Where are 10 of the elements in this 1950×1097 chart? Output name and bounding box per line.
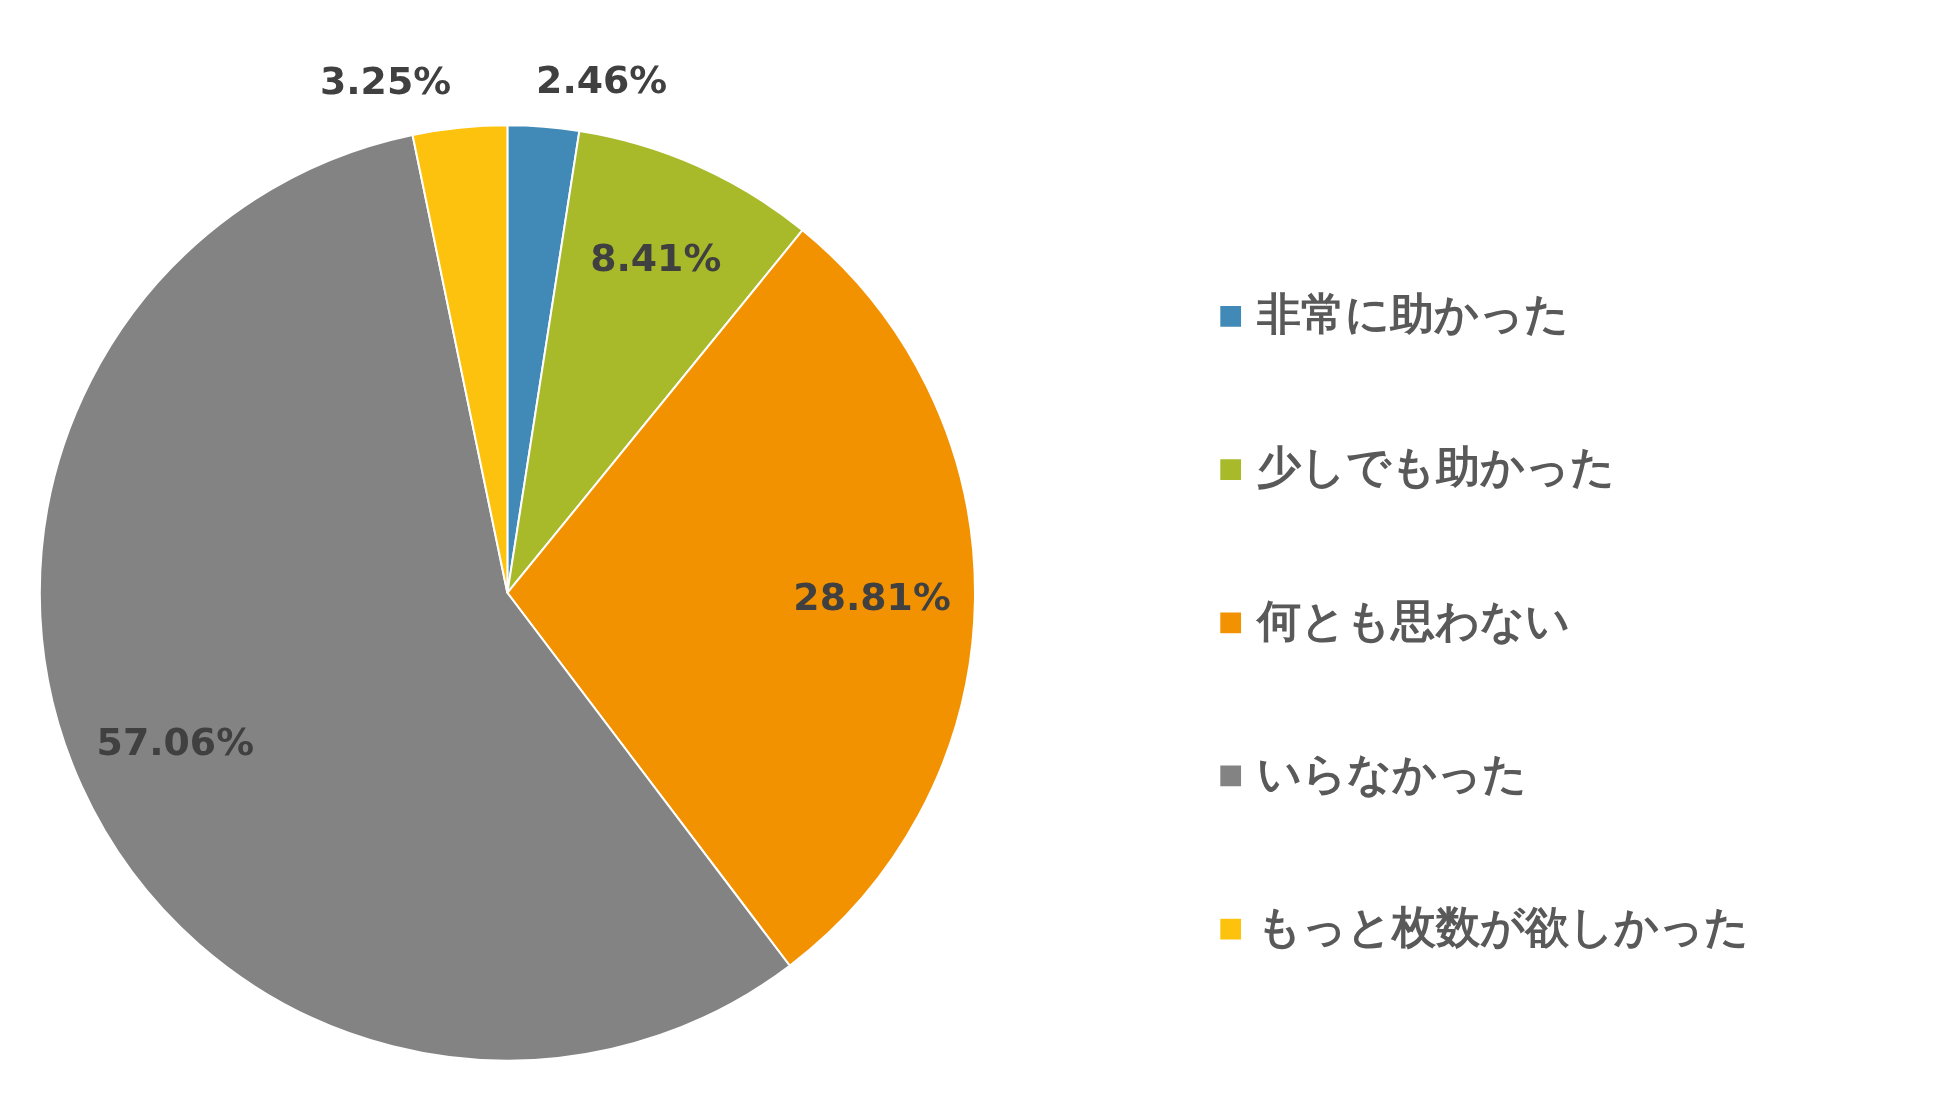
data-label: 28.81% <box>793 575 951 620</box>
data-label: 3.25% <box>319 59 452 104</box>
data-label: 57.06% <box>96 719 255 764</box>
data-label: 2.46% <box>536 58 668 103</box>
legend-label: 少しでも助かった <box>1256 441 1615 493</box>
legend-label: 何とも思わない <box>1254 594 1570 646</box>
legend-label: いらなかった <box>1256 747 1527 799</box>
legend-label: もっと枚数が欲しかった <box>1256 901 1749 953</box>
data-label: 8.41% <box>590 235 722 280</box>
legend-label: 非常に助かった <box>1255 288 1569 340</box>
